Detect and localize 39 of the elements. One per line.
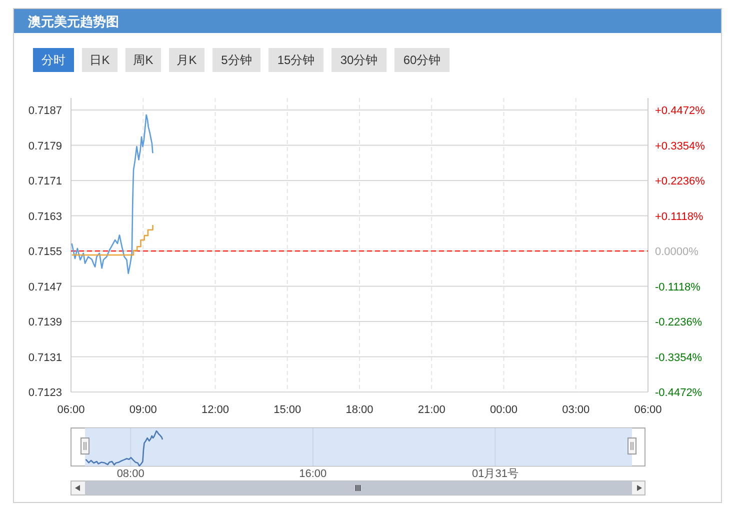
- y2-tick-label: +0.4472%: [655, 105, 706, 117]
- y2-tick-label: +0.3354%: [655, 140, 706, 152]
- y2-tick-label: -0.1118%: [655, 281, 701, 294]
- text: 30分钟: [340, 53, 378, 67]
- x-tick-label: 21:00: [418, 404, 446, 416]
- y-tick-label: 0.7155: [28, 246, 62, 258]
- y-tick-label: 0.7123: [28, 387, 62, 399]
- x-tick-label: 00:00: [490, 404, 518, 416]
- x-tick-label: 12:00: [201, 404, 230, 416]
- y-tick-label: 0.7179: [28, 140, 62, 152]
- y2-tick-label: -0.3354%: [655, 352, 702, 364]
- y-tick-label: 0.7171: [28, 176, 62, 188]
- x-tick-label: 08:00: [116, 468, 144, 480]
- x-tick-label: 06:00: [57, 404, 85, 416]
- y2-tick-label: +0.1118%: [655, 210, 704, 223]
- y2-tick-label: +0.2236%: [655, 176, 706, 188]
- y2-tick-label: 0.0000%: [655, 246, 699, 258]
- text: 日K: [90, 53, 110, 67]
- chart-title: 澳元美元趋势图: [27, 14, 119, 29]
- y2-tick-label: -0.2236%: [655, 316, 702, 328]
- text: 15分钟: [277, 53, 315, 67]
- x-tick-label: 18:00: [346, 404, 374, 416]
- text: 5分钟: [221, 53, 252, 67]
- x-tick-label: 15:00: [274, 404, 302, 416]
- text: 60分钟: [403, 53, 441, 67]
- y2-tick-label: -0.4472%: [655, 387, 702, 399]
- y-tick-label: 0.7163: [28, 210, 62, 223]
- x-tick-label: 03:00: [562, 404, 590, 416]
- y-tick-label: 0.7139: [28, 316, 62, 328]
- y-tick-label: 0.7147: [28, 281, 62, 294]
- x-tick-label: 09:00: [129, 404, 157, 416]
- text: 月K: [176, 53, 197, 67]
- x-tick-label: 06:00: [634, 404, 662, 416]
- x-tick-label: 01月31号: [472, 468, 518, 480]
- text: 周K: [133, 53, 154, 67]
- x-tick-label: 16:00: [299, 468, 327, 480]
- y-tick-label: 0.7131: [28, 352, 62, 364]
- y-tick-label: 0.7187: [28, 105, 62, 117]
- text: 分时: [42, 53, 66, 67]
